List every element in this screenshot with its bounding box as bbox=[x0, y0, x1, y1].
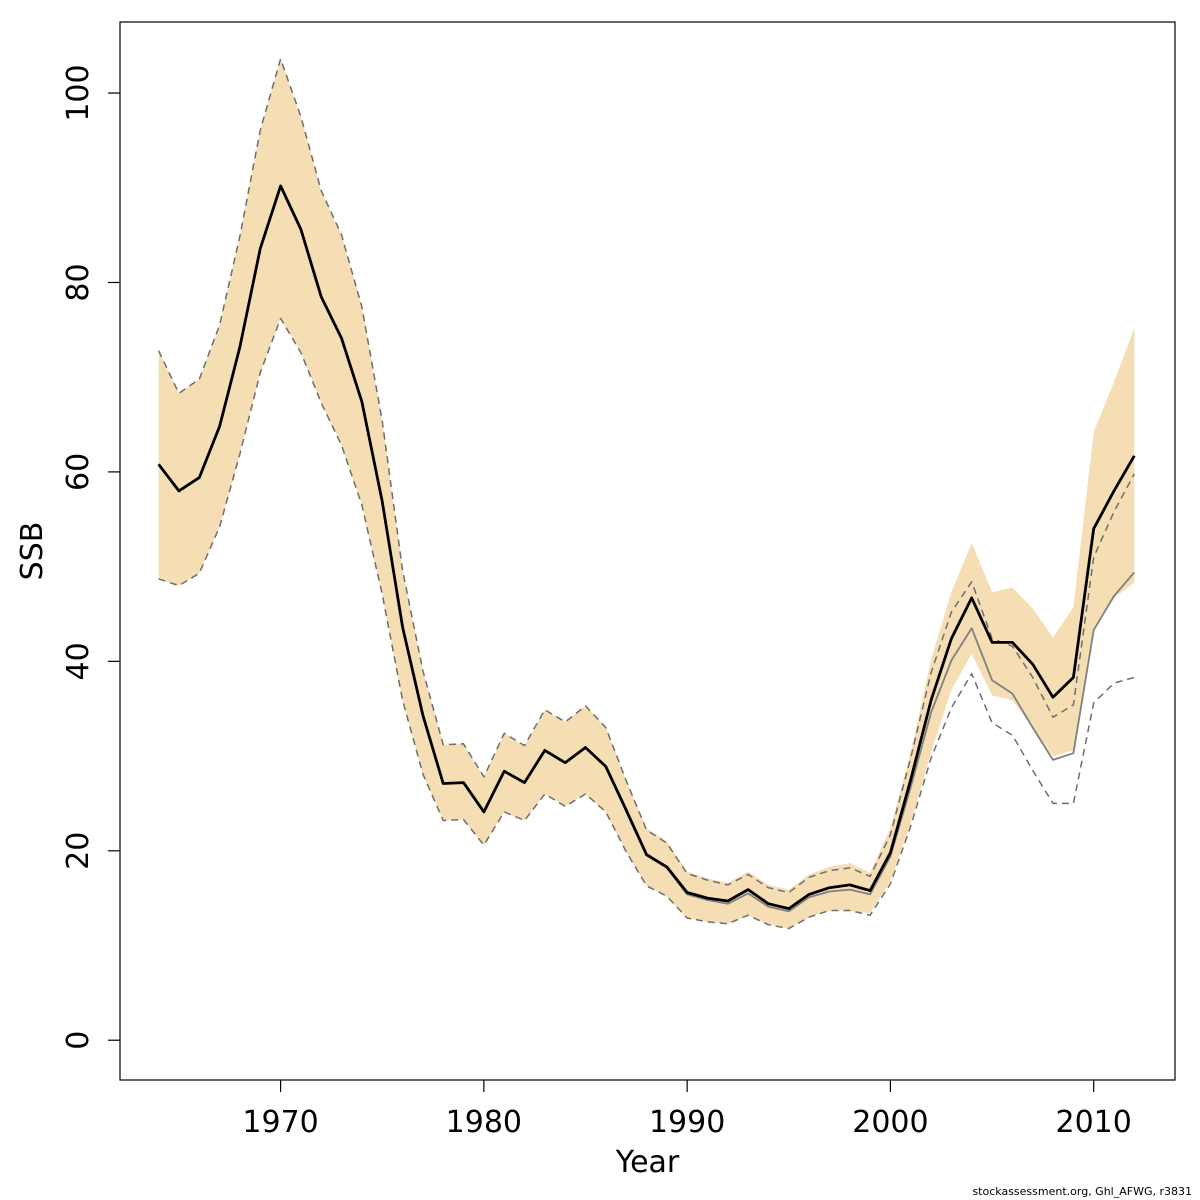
footer-credit: stockassessment.org, Ghl_AFWG, r3831 bbox=[972, 1185, 1192, 1198]
y-tick-label: 40 bbox=[61, 642, 96, 680]
y-tick-label: 20 bbox=[61, 832, 96, 870]
y-tick-label: 0 bbox=[61, 1031, 96, 1050]
x-tick-label: 2010 bbox=[1056, 1105, 1132, 1140]
plot-area bbox=[157, 58, 1136, 930]
confidence-band bbox=[158, 58, 1135, 929]
y-tick-label: 80 bbox=[61, 263, 96, 301]
y-tick-label: 60 bbox=[61, 453, 96, 491]
lower-bound-dashed-line bbox=[158, 317, 1135, 930]
plot-frame bbox=[119, 21, 1176, 1081]
axes: 1970 1980 1990 2000 2010 0 20 40 60 80 100 bbox=[61, 64, 1132, 1140]
x-tick-label: 1970 bbox=[242, 1105, 318, 1140]
y-axis-title: SSB bbox=[15, 522, 50, 581]
upper-bound-dashed-line bbox=[157, 58, 1135, 894]
ssb-current-line bbox=[157, 184, 1136, 910]
x-tick-label: 1990 bbox=[649, 1105, 725, 1140]
x-tick-label: 1980 bbox=[446, 1105, 522, 1140]
y-tick-label: 100 bbox=[61, 64, 96, 121]
x-axis-title: Year bbox=[615, 1145, 680, 1180]
x-tick-label: 2000 bbox=[852, 1105, 928, 1140]
